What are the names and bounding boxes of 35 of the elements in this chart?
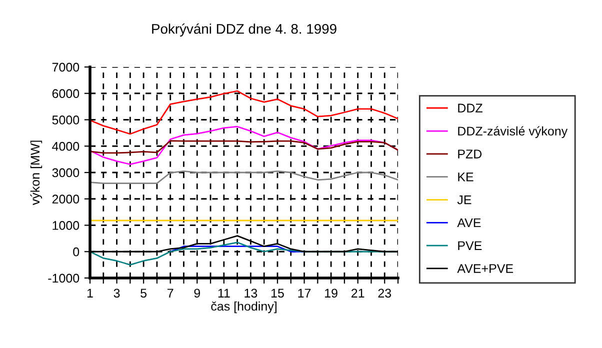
line-series <box>90 170 398 184</box>
legend-label: DDZ <box>458 104 482 112</box>
x-tick-label: 3 <box>114 288 120 298</box>
x-axis-title: čas [hodiny] <box>211 301 276 314</box>
legend-label: AVE <box>457 218 481 228</box>
y-tick-label: 3000 <box>52 168 80 178</box>
x-tick-label: 9 <box>194 288 200 298</box>
y-tick-label: 7000 <box>52 62 80 72</box>
y-tick-label: 6000 <box>52 89 80 98</box>
y-tick-label: 0 <box>73 247 80 256</box>
y-tick-label: 2000 <box>52 194 80 204</box>
y-axis-title: výkon [MW] <box>30 140 42 206</box>
x-tick-label: 15 <box>271 288 284 298</box>
x-tick-label: 21 <box>352 288 364 298</box>
x-tick-label: 13 <box>244 288 258 298</box>
chart-title: Pokrýváni DDZ dne 4. 8. 1999 <box>152 23 336 37</box>
y-tick-label: 5000 <box>52 116 80 124</box>
legend-label: PZD <box>458 150 482 158</box>
legend-label: KE <box>458 172 474 182</box>
x-tick-label: 7 <box>168 288 174 298</box>
line-series <box>90 140 398 154</box>
x-tick-label: 5 <box>140 288 147 298</box>
y-tick-label: 4000 <box>52 142 80 151</box>
y-tick-label: -1000 <box>48 274 80 283</box>
legend-label: AVE+PVE <box>457 264 514 273</box>
x-tick-label: 19 <box>325 288 338 298</box>
legend-label: PVE <box>458 241 482 250</box>
x-tick-label: 23 <box>378 288 392 298</box>
x-tick-label: 17 <box>298 288 311 298</box>
x-tick-label: 1 <box>87 288 93 298</box>
line-series <box>90 90 398 135</box>
legend-label: DDZ-závislé výkony <box>458 126 568 138</box>
legend-label: JE <box>457 196 472 204</box>
y-tick-label: 1000 <box>52 221 80 230</box>
x-tick-label: 11 <box>218 288 230 298</box>
